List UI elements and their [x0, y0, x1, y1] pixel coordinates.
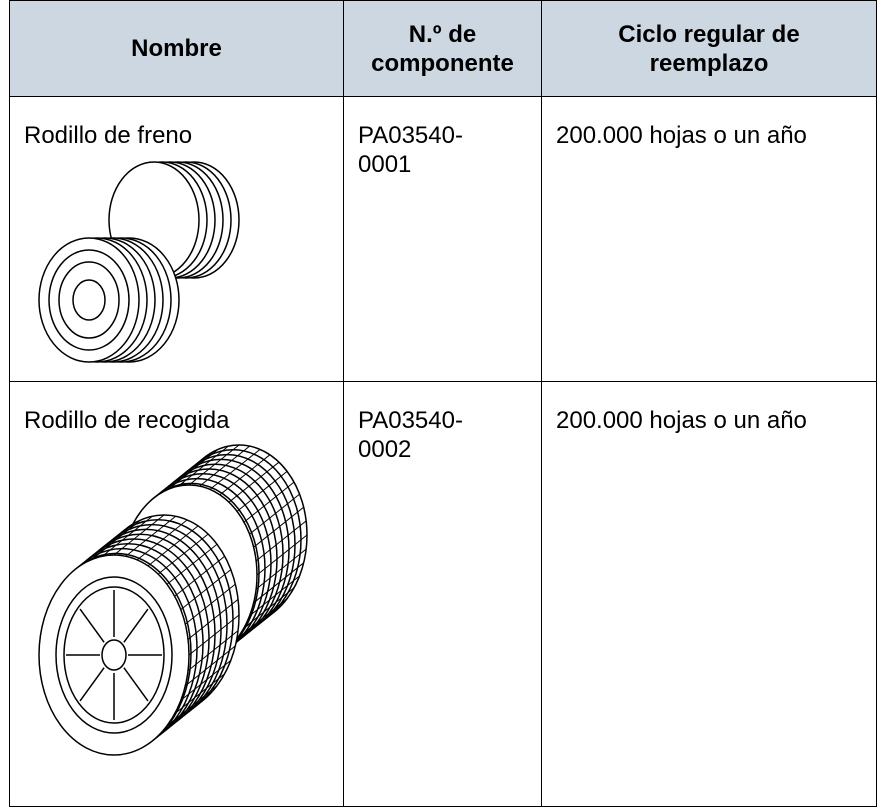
header-text: N.º de componente — [371, 20, 514, 77]
cycle: 200.000 hojas o un año — [556, 407, 807, 434]
cell: Rodillo de recogida — [9, 381, 344, 807]
cell: Rodillo de freno — [9, 96, 344, 382]
row: Rodillo de recogida PA03540-0002 200.000… — [9, 381, 877, 807]
brake-roller-image — [38, 161, 240, 363]
header-cell: Nombre — [9, 0, 344, 97]
pickup-roller-image — [38, 444, 308, 756]
part-name: Rodillo de freno — [24, 122, 193, 149]
header-text: Ciclo regular de reemplazo — [618, 20, 800, 77]
header-cell: Ciclo regular de reemplazo — [541, 0, 877, 97]
part-name: Rodillo de recogida — [24, 407, 230, 434]
parts-table: Nombre N.º de componente Ciclo regular d… — [9, 0, 877, 807]
part-number: PA03540-0001 — [358, 122, 463, 178]
header-row: Nombre N.º de componente Ciclo regular d… — [9, 0, 877, 97]
cell: 200.000 hojas o un año — [541, 381, 877, 807]
cell: 200.000 hojas o un año — [541, 96, 877, 382]
cell: PA03540-0002 — [343, 381, 542, 807]
cycle: 200.000 hojas o un año — [556, 122, 807, 149]
header-cell: N.º de componente — [343, 0, 542, 97]
row: Rodillo de freno PA03540-0001 200.000 ho… — [9, 96, 877, 382]
header-text: Nombre — [131, 35, 222, 62]
page: {"table": {"header": ["Nombre", "N.º de … — [9, 0, 877, 807]
part-number: PA03540-0002 — [358, 407, 463, 463]
cell: PA03540-0001 — [343, 96, 542, 382]
